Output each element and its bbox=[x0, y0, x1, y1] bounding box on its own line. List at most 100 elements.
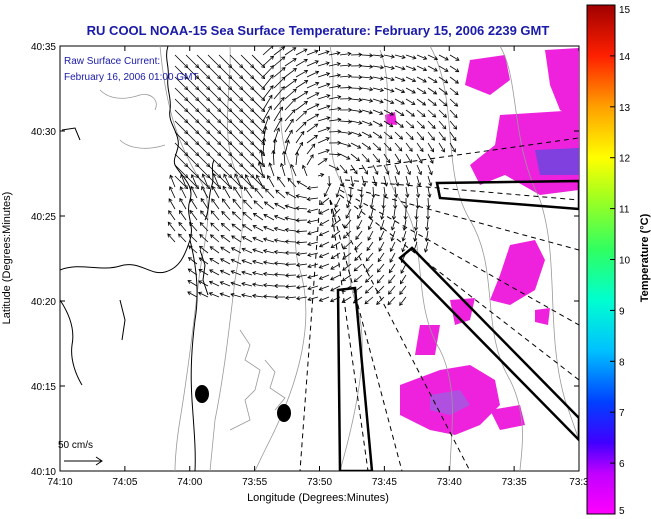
current-vector bbox=[174, 54, 188, 68]
current-vector bbox=[188, 234, 198, 243]
current-vector-head bbox=[422, 78, 427, 83]
current-vector-head bbox=[326, 94, 331, 99]
current-vector-head bbox=[442, 125, 447, 130]
marker-dot bbox=[277, 404, 291, 422]
current-vector bbox=[328, 85, 341, 89]
current-vector-head bbox=[331, 233, 336, 238]
current-vector bbox=[295, 70, 308, 78]
current-vector bbox=[416, 87, 427, 94]
current-vector bbox=[212, 186, 220, 199]
current-vector-head bbox=[251, 282, 257, 287]
current-vector bbox=[242, 236, 253, 243]
current-vector bbox=[196, 120, 210, 134]
current-vector bbox=[220, 270, 231, 276]
current-vector bbox=[383, 175, 388, 187]
y-tick-label: 40:20 bbox=[31, 297, 56, 308]
current-vector-head bbox=[408, 159, 412, 164]
current-vector bbox=[339, 153, 350, 160]
current-vector bbox=[416, 65, 427, 71]
current-vector bbox=[263, 261, 275, 265]
current-vector bbox=[400, 274, 407, 284]
current-vector bbox=[274, 239, 286, 243]
current-vector-head bbox=[303, 48, 308, 53]
current-vector-head bbox=[252, 212, 258, 217]
current-vector bbox=[350, 175, 354, 187]
current-vector bbox=[306, 92, 319, 100]
current-vector bbox=[449, 109, 458, 118]
current-vector bbox=[415, 219, 418, 231]
current-vector bbox=[405, 131, 414, 140]
current-vector-head bbox=[444, 56, 449, 61]
current-vector bbox=[229, 120, 243, 134]
current-vector-head bbox=[347, 74, 352, 79]
current-vector bbox=[230, 293, 242, 298]
current-vector bbox=[295, 80, 308, 89]
current-vector bbox=[438, 120, 447, 130]
current-vector bbox=[383, 131, 393, 139]
y-axis-label: Latitude (Degrees:Minutes) bbox=[1, 192, 13, 325]
current-vector-head bbox=[239, 185, 244, 190]
current-vector bbox=[251, 87, 265, 101]
current-vector-head bbox=[389, 247, 394, 253]
current-vector-head bbox=[358, 97, 363, 103]
current-vector-head bbox=[367, 145, 372, 150]
current-vector-head bbox=[303, 58, 308, 63]
current-vector bbox=[241, 294, 253, 298]
current-vector bbox=[274, 251, 286, 254]
current-vector-head bbox=[379, 99, 384, 104]
current-vector-head bbox=[271, 149, 276, 154]
current-vector-head bbox=[365, 268, 370, 273]
x-tick-label: 74:00 bbox=[177, 477, 202, 488]
current-vector bbox=[273, 46, 285, 56]
current-vector-head bbox=[378, 134, 383, 139]
current-vector-head bbox=[304, 80, 309, 84]
current-vector bbox=[222, 198, 231, 210]
current-vector bbox=[361, 87, 373, 91]
colorbar-label: Temperature (°C) bbox=[639, 213, 651, 302]
current-vector-head bbox=[366, 246, 371, 252]
current-vector-head bbox=[290, 163, 295, 169]
current-vector bbox=[449, 65, 459, 73]
current-vector bbox=[251, 65, 265, 79]
current-vector bbox=[273, 117, 283, 133]
current-vector bbox=[174, 120, 188, 134]
current-vector-head bbox=[262, 237, 268, 242]
current-vector-head bbox=[401, 77, 406, 82]
current-vector-head bbox=[433, 67, 438, 72]
current-vector-head bbox=[358, 120, 363, 125]
current-vector bbox=[306, 82, 319, 89]
current-vector-head bbox=[178, 221, 183, 227]
current-vector bbox=[285, 205, 297, 210]
current-vector bbox=[390, 241, 396, 252]
current-vector-head bbox=[336, 73, 341, 78]
current-vector-head bbox=[379, 110, 384, 115]
current-vector bbox=[416, 131, 424, 141]
colorbar-ticks: 15 14 13 12 11 10 9 8 7 6 5 bbox=[610, 4, 631, 517]
current-vector bbox=[296, 241, 308, 244]
current-vector bbox=[296, 195, 308, 199]
current-vector bbox=[185, 109, 199, 123]
current-vector-head bbox=[273, 226, 278, 231]
current-vector-head bbox=[398, 147, 403, 152]
current-vector bbox=[240, 109, 254, 123]
current-vector bbox=[438, 131, 446, 141]
current-vector-head bbox=[314, 113, 320, 118]
current-vector-head bbox=[307, 286, 312, 291]
current-vector bbox=[280, 163, 286, 177]
current-vector-head bbox=[358, 86, 363, 91]
current-vector-head bbox=[377, 146, 382, 151]
current-vector bbox=[277, 176, 286, 188]
current-vector-head bbox=[292, 78, 298, 83]
current-vector bbox=[253, 200, 264, 210]
current-vector-head bbox=[371, 194, 376, 199]
current-vector-head bbox=[250, 185, 255, 190]
current-vector-head bbox=[211, 185, 216, 190]
current-vector-head bbox=[390, 65, 395, 70]
current-vector-head bbox=[367, 225, 372, 231]
current-vector bbox=[393, 208, 396, 220]
current-vector bbox=[426, 219, 429, 231]
current-vector-head bbox=[350, 182, 355, 188]
current-vector bbox=[306, 103, 319, 111]
current-vector bbox=[223, 173, 231, 188]
current-vector bbox=[185, 65, 199, 79]
